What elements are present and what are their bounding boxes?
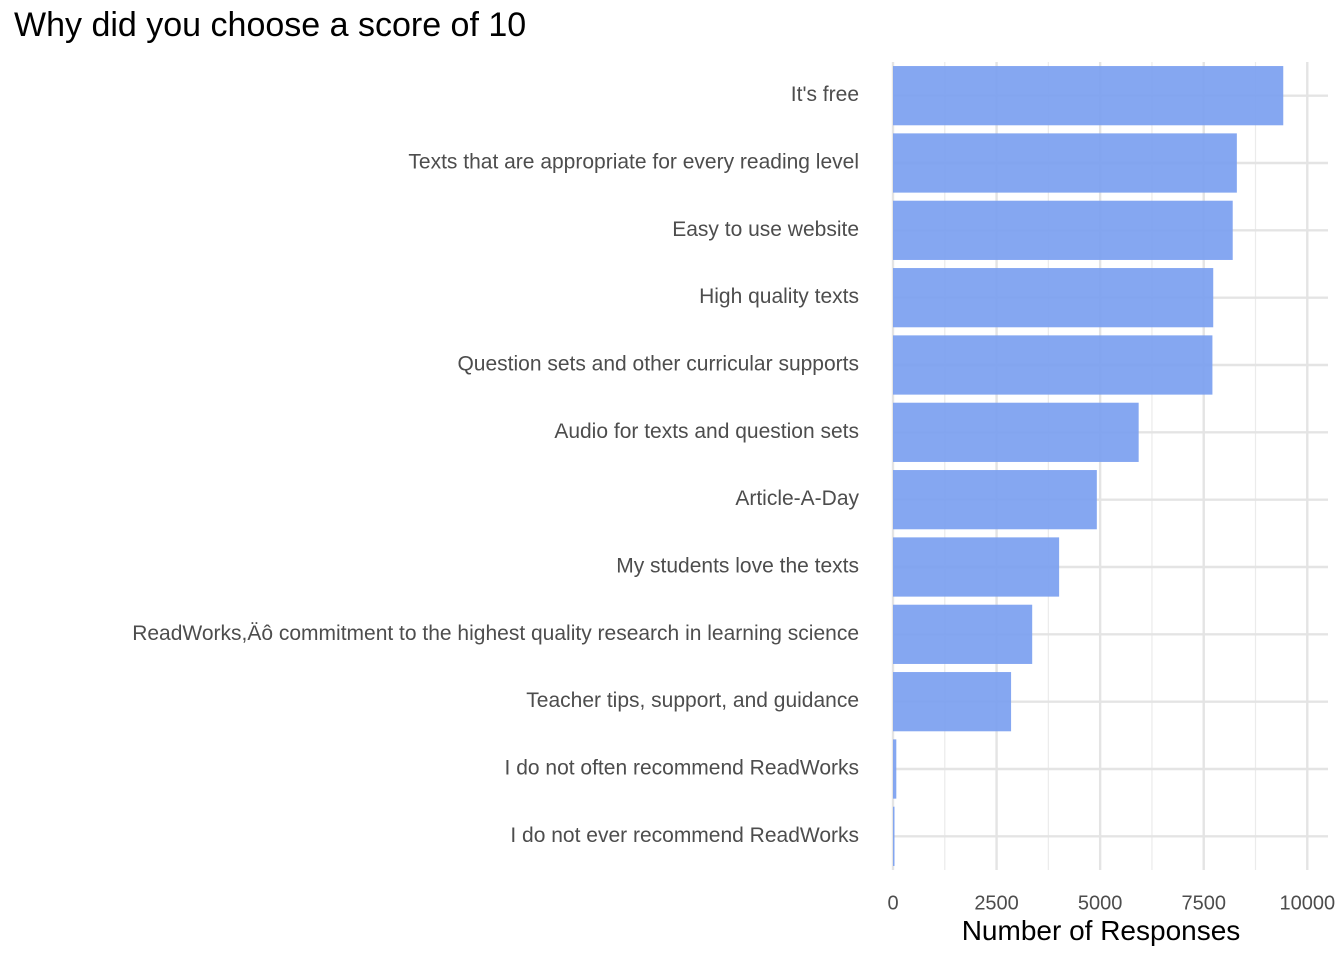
category-labels: It's free Texts that are appropriate for …	[132, 83, 859, 847]
bar	[893, 604, 1033, 664]
x-tick-label: 2500	[974, 892, 1019, 914]
category-label: Easy to use website	[672, 218, 859, 241]
bar	[893, 470, 1097, 530]
bar	[893, 672, 1012, 732]
x-tick-labels: 0 2500 5000 7500 10000	[887, 892, 1335, 914]
category-label: ReadWorks,Äô commitment to the highest q…	[132, 622, 859, 645]
category-label: Teacher tips, support, and guidance	[526, 689, 859, 712]
bar	[893, 335, 1213, 395]
category-label: Texts that are appropriate for every rea…	[408, 151, 859, 174]
x-tick-label: 7500	[1181, 892, 1226, 914]
bar	[893, 200, 1233, 260]
chart-title: Why did you choose a score of 10	[14, 6, 527, 44]
bars	[893, 66, 1284, 866]
category-label: My students love the texts	[616, 555, 859, 578]
category-label: It's free	[791, 83, 859, 106]
category-label: High quality texts	[699, 285, 859, 308]
bar	[893, 537, 1060, 597]
bar	[893, 739, 897, 799]
x-tick-label: 10000	[1279, 892, 1335, 914]
category-label: Question sets and other curricular suppo…	[457, 353, 859, 376]
category-label: I do not often recommend ReadWorks	[505, 757, 859, 780]
bar	[893, 66, 1284, 126]
x-tick-label: 5000	[1078, 892, 1123, 914]
category-label: Audio for texts and question sets	[554, 420, 859, 443]
x-tick-label: 0	[887, 892, 898, 914]
bar	[893, 268, 1214, 328]
category-label: Article-A-Day	[735, 487, 859, 510]
category-label: I do not ever recommend ReadWorks	[510, 824, 859, 847]
bar	[893, 806, 895, 866]
bar	[893, 402, 1139, 462]
x-axis-title: Number of Responses	[962, 915, 1241, 946]
bar	[893, 133, 1237, 193]
